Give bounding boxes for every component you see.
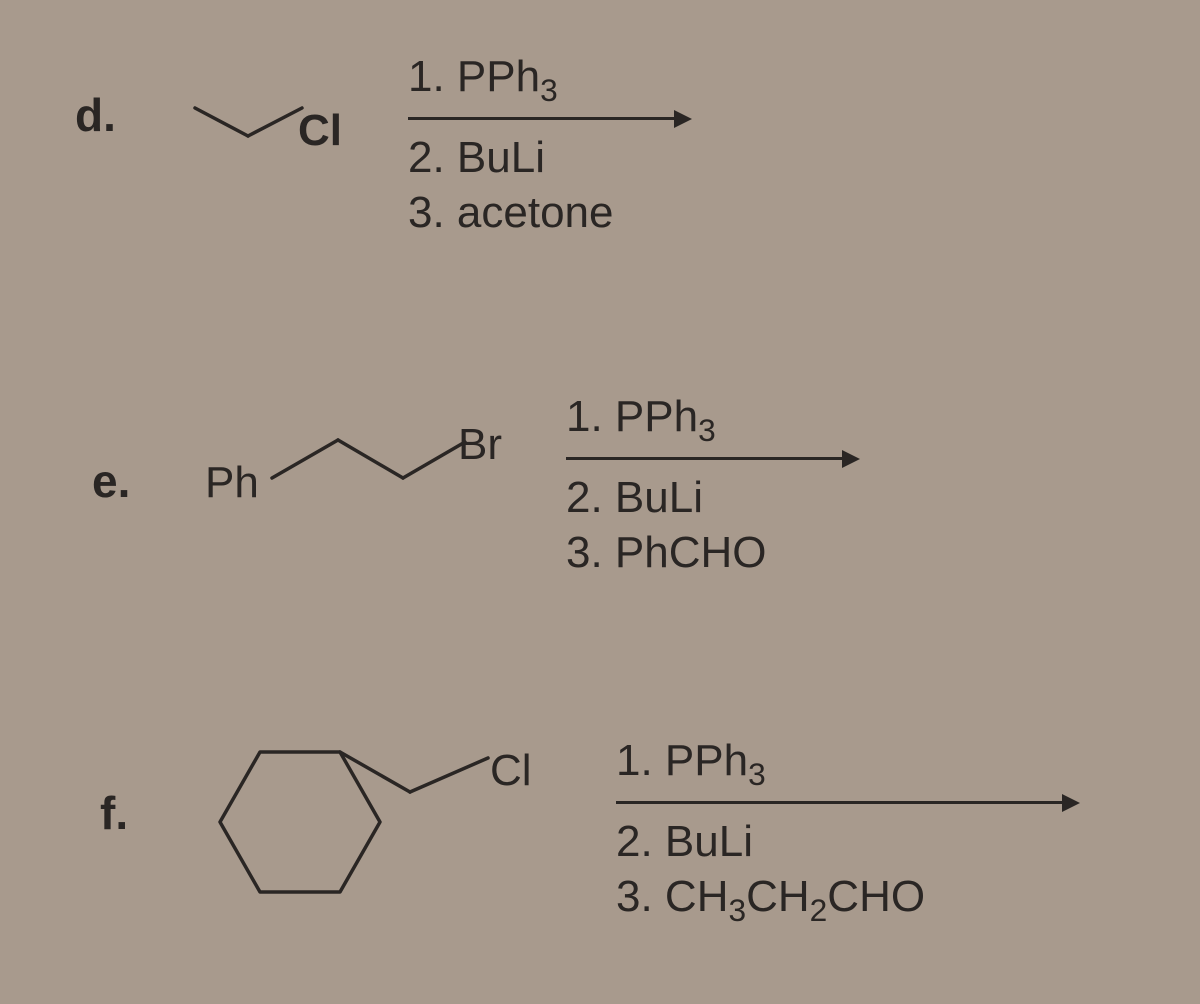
reagents-f-top: 1. PPh3 bbox=[616, 736, 1076, 793]
reagents-e: 1. PPh3 2. BuLi 3. PhCHO bbox=[566, 392, 856, 580]
reagents-e-step3: 3. PhCHO bbox=[566, 525, 856, 580]
arrowhead-icon bbox=[674, 110, 692, 128]
reagents-f-bottom: 2. BuLi 3. CH3CH2CHO bbox=[616, 814, 1076, 930]
reagents-e-step2: 2. BuLi bbox=[566, 470, 856, 525]
arrowhead-icon bbox=[842, 450, 860, 468]
substrate-f-structure bbox=[0, 0, 600, 1000]
reagents-f-step3: 3. CH3CH2CHO bbox=[616, 869, 1076, 930]
reagents-e-bottom: 2. BuLi 3. PhCHO bbox=[566, 470, 856, 580]
arrowhead-icon bbox=[1062, 794, 1080, 812]
substrate-f-cl: Cl bbox=[490, 746, 532, 796]
reagents-f-arrow bbox=[616, 801, 1076, 804]
reagents-f: 1. PPh3 2. BuLi 3. CH3CH2CHO bbox=[616, 736, 1076, 930]
reagents-e-top: 1. PPh3 bbox=[566, 392, 856, 449]
reagents-f-step2: 2. BuLi bbox=[616, 814, 1076, 869]
reagents-e-arrow bbox=[566, 457, 856, 460]
